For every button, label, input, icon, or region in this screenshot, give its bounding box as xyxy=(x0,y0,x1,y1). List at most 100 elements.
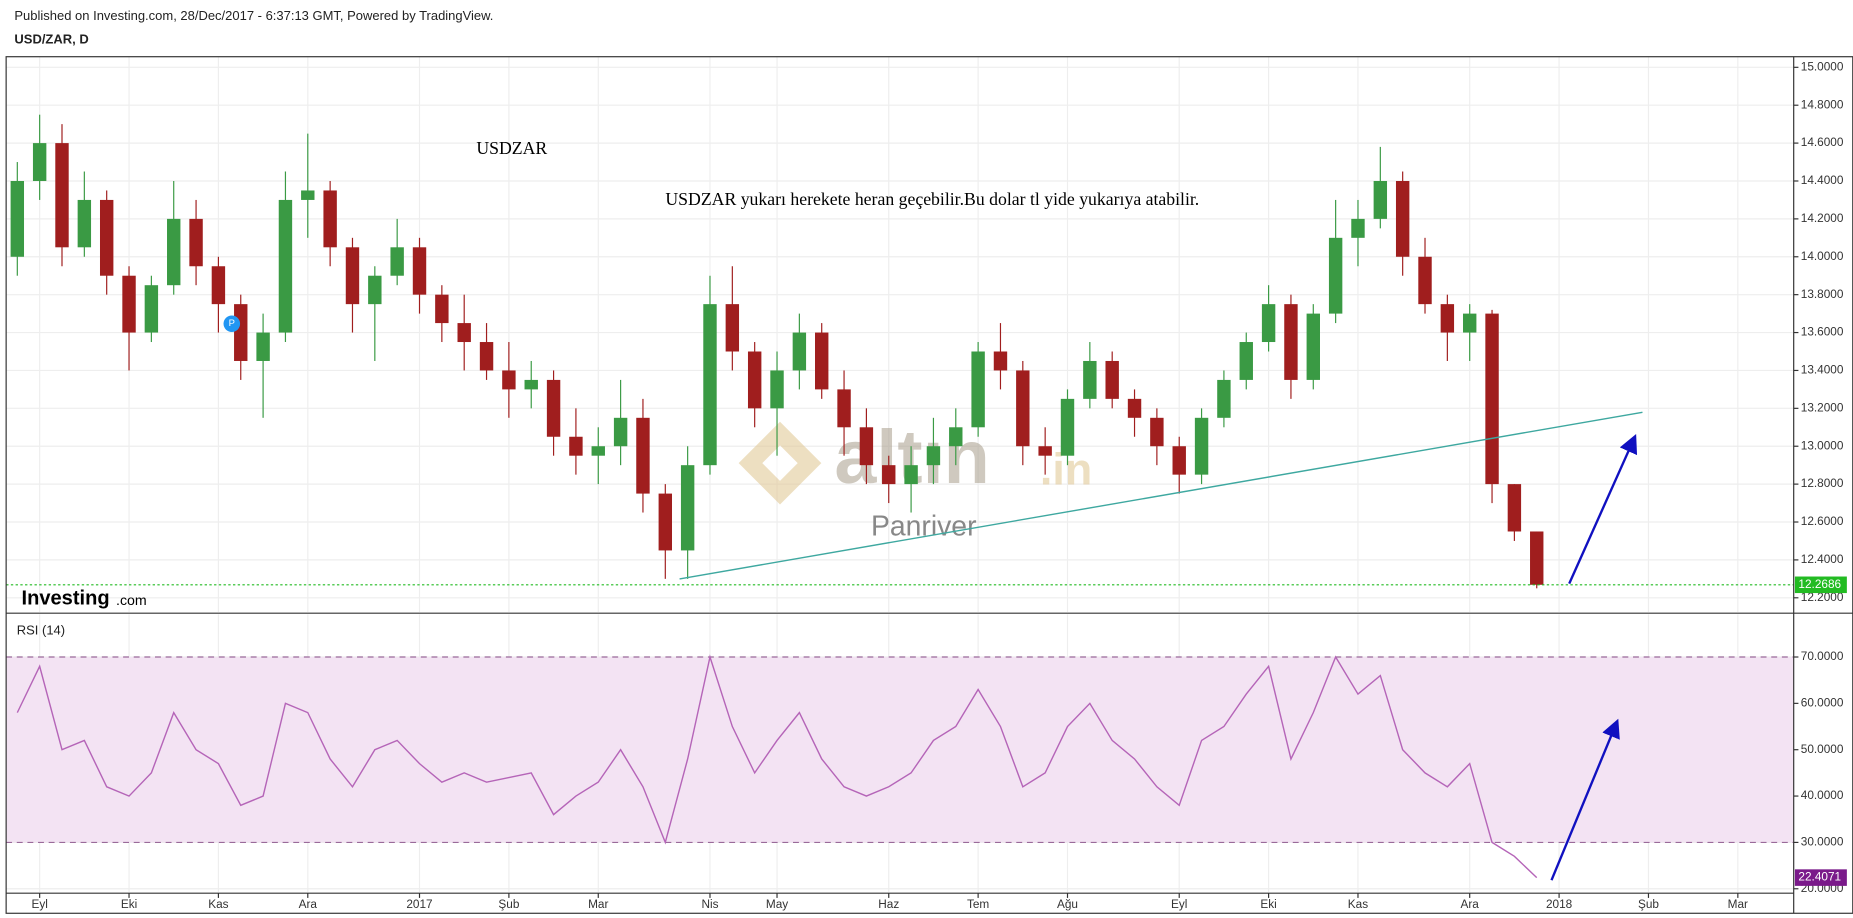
published-note: Published on Investing.com, 28/Dec/2017 … xyxy=(14,8,493,23)
y-tick-label: 14.4000 xyxy=(1801,173,1844,187)
x-tick-label: Haz xyxy=(878,897,899,911)
candle-body xyxy=(680,465,695,551)
y-tick-label: 14.8000 xyxy=(1801,97,1844,111)
candle-body xyxy=(1373,180,1388,219)
candle-body xyxy=(1172,446,1186,475)
candle-body xyxy=(144,285,159,333)
x-tick-label: Nis xyxy=(701,897,718,911)
candle-body xyxy=(1239,342,1253,380)
y-tick-label: 13.2000 xyxy=(1801,400,1844,414)
candle-body xyxy=(99,199,114,276)
candle-body xyxy=(211,266,226,305)
x-tick-label: Eki xyxy=(1260,897,1276,911)
candle-body xyxy=(1105,360,1119,399)
x-tick-label: Şub xyxy=(498,897,519,911)
candle-body xyxy=(591,446,605,456)
candle-body xyxy=(1530,531,1544,585)
y-tick-label: 12.8000 xyxy=(1801,476,1844,490)
candle-body xyxy=(636,417,650,494)
x-tick-label: Ara xyxy=(299,897,318,911)
x-tick-label: Tem xyxy=(967,897,989,911)
y-tick-label: 13.0000 xyxy=(1801,438,1844,452)
candle-body xyxy=(613,417,628,447)
candle-body xyxy=(1150,417,1164,447)
candle-body xyxy=(1440,304,1455,333)
candle-body xyxy=(479,342,494,371)
watermark-author: Panriver xyxy=(871,511,977,543)
candle-body xyxy=(747,351,762,409)
candle-body xyxy=(323,190,337,248)
candle-body xyxy=(1351,218,1365,238)
candle-body xyxy=(167,218,181,286)
rsi-line xyxy=(16,654,1538,879)
y-tick-label: 14.2000 xyxy=(1801,211,1844,225)
candle-body xyxy=(971,351,985,428)
candle-body xyxy=(837,389,851,428)
y-tick-label: 13.4000 xyxy=(1801,363,1844,377)
x-tick-label: 2017 xyxy=(406,897,432,911)
candle-body xyxy=(390,247,404,276)
y-tick-label: 30.0000 xyxy=(1801,835,1844,849)
candle-body xyxy=(904,465,918,485)
last-value-label: 12.2686 xyxy=(1798,577,1841,591)
plot: 12.2000 12.4000 12.6000 12.8000 13.0000 13.20… xyxy=(6,59,1847,911)
candle-body xyxy=(32,143,47,181)
candle-body xyxy=(1306,313,1320,380)
candle-body xyxy=(1060,398,1075,456)
x-tick-label: Ara xyxy=(1461,897,1480,911)
candle-body xyxy=(569,436,583,456)
watermark: altın .in xyxy=(738,416,1092,505)
y-tick-label: 14.6000 xyxy=(1801,135,1844,149)
x-tick-label: Kas xyxy=(1348,897,1368,911)
candle-body xyxy=(55,143,69,248)
candle-body xyxy=(189,218,203,267)
x-tick-label: May xyxy=(766,897,788,911)
candle-body xyxy=(368,275,382,305)
candle-body xyxy=(859,427,874,466)
candle-body xyxy=(815,332,829,390)
x-tick-label: Eyl xyxy=(31,897,47,911)
y-tick-label: 13.6000 xyxy=(1801,325,1844,339)
watermark-brand: altın xyxy=(834,416,989,500)
y-tick-label: 40.0000 xyxy=(1801,788,1844,802)
y-tick-label: 12.4000 xyxy=(1801,552,1844,566)
candle-body xyxy=(1016,370,1030,447)
trend-line xyxy=(679,411,1643,580)
indicator-title: RSI (14) xyxy=(17,622,65,637)
candle-body xyxy=(256,332,270,361)
candle-body xyxy=(122,275,136,333)
candle-body xyxy=(792,332,807,371)
candle-body xyxy=(278,199,293,333)
candle-body xyxy=(1261,304,1276,343)
candle-body xyxy=(703,304,717,466)
candle-body xyxy=(435,294,449,324)
candle-body xyxy=(1418,256,1432,305)
candle-body xyxy=(412,247,427,295)
candle-body xyxy=(770,370,784,409)
candle-body xyxy=(658,493,673,551)
logo-suffix: .com xyxy=(116,593,147,609)
candle-body xyxy=(1395,180,1410,257)
candle-body xyxy=(502,370,516,390)
candle-body xyxy=(949,427,963,447)
chart-title: USDZAR xyxy=(476,138,547,158)
y-tick-label: 12.6000 xyxy=(1801,514,1844,528)
candle-body xyxy=(1485,313,1499,485)
y-tick-label: 12.2000 xyxy=(1801,590,1844,604)
arrow xyxy=(1550,718,1620,881)
last-value-box xyxy=(1794,576,1847,594)
candle-body xyxy=(10,180,25,257)
logo-brand: Investing xyxy=(21,587,109,609)
candle-body xyxy=(345,247,360,305)
candle-body xyxy=(77,199,92,248)
candle-body xyxy=(1328,237,1343,314)
x-tick-label: Eyl xyxy=(1171,897,1187,911)
candle-body xyxy=(926,446,941,466)
candle-body xyxy=(725,304,740,352)
candle-body xyxy=(1038,446,1052,456)
candle-body xyxy=(234,304,248,361)
candle-body xyxy=(1507,484,1522,532)
y-tick-label: 15.0000 xyxy=(1801,59,1844,73)
marker-label: P xyxy=(229,318,235,329)
